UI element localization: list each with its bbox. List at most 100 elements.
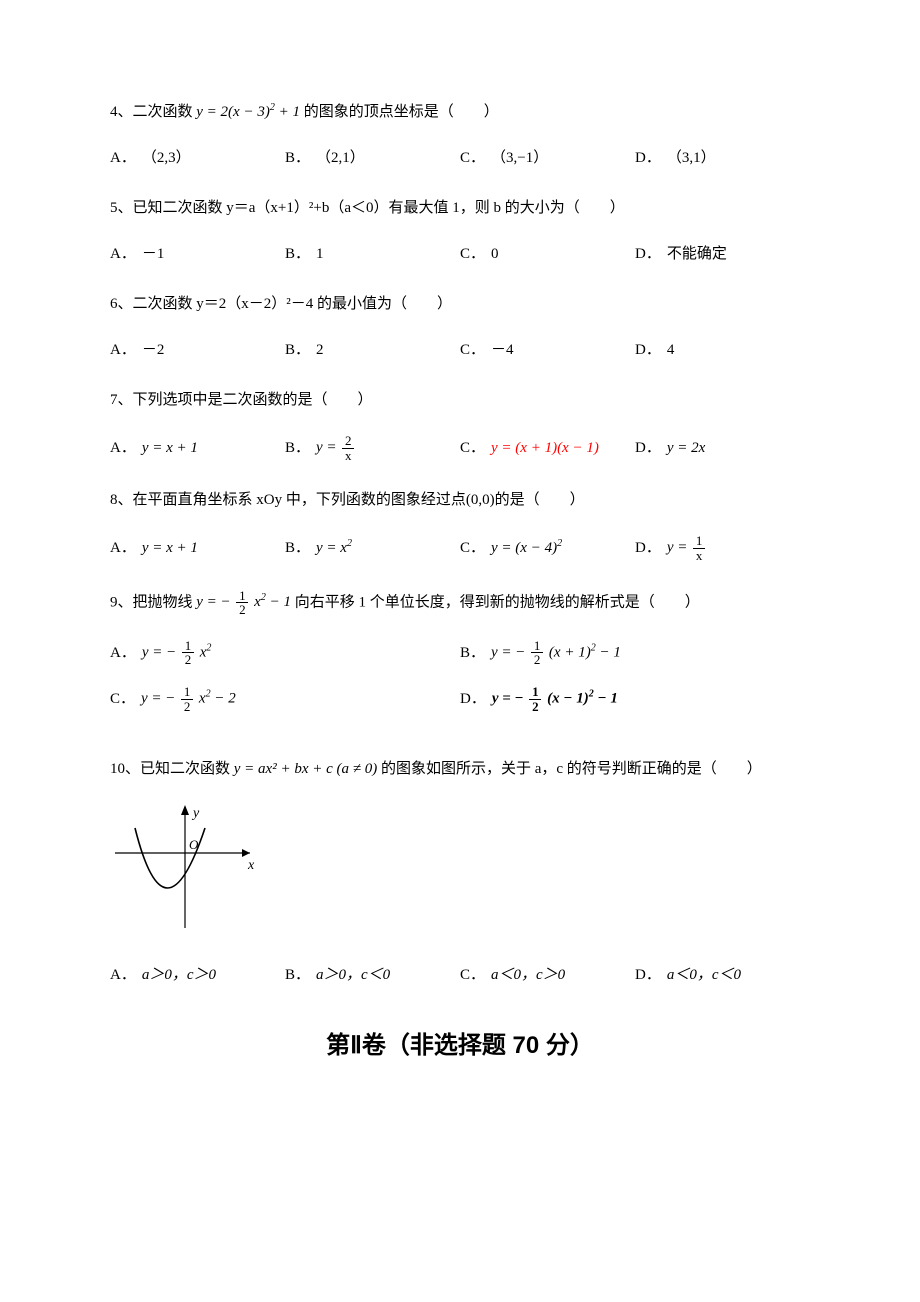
label-d: D． <box>635 338 661 362</box>
q9-am: x <box>196 644 206 660</box>
label-c: C． <box>460 963 485 987</box>
question-6-text: 6、二次函数 y＝2（x－2）²－4 的最小值为（ ） <box>110 292 810 316</box>
q8-d: y = 1x <box>667 534 707 562</box>
q4-opt-d: D．（3,1） <box>635 146 810 170</box>
question-9-text: 9、把抛物线 y = − 12 x2 − 1 向右平移 1 个单位长度，得到新的… <box>110 589 810 617</box>
q9-ah: y = − <box>142 644 180 660</box>
q4-suffix: 的图象的顶点坐标是（ ） <box>304 104 499 120</box>
q9-c-frac: 12 <box>181 685 193 713</box>
q10-expr: y = ax² + bx + c (a ≠ 0) <box>234 761 377 777</box>
question-9: 9、把抛物线 y = − 12 x2 − 1 向右平移 1 个单位长度，得到新的… <box>110 589 810 732</box>
q9-opt-b: B． y = − 12 (x + 1)2 − 1 <box>460 639 810 667</box>
q9-bh: y = − <box>491 644 529 660</box>
q6-d: 4 <box>667 338 675 362</box>
q10-a: a＞0，c＞0 <box>142 963 216 987</box>
label-a: A． <box>110 641 136 665</box>
label-c: C． <box>110 687 135 711</box>
q4-b: （2,1） <box>316 146 365 170</box>
q6-opt-d: D．4 <box>635 338 810 362</box>
svg-text:x: x <box>247 858 255 873</box>
q7-c: y = (x + 1)(x − 1) <box>491 436 599 460</box>
q7-opt-b: B． y = 2x <box>285 434 460 462</box>
q7-d: y = 2x <box>667 436 705 460</box>
q9-dt: − 1 <box>594 691 618 707</box>
q7-opt-a: A．y = x + 1 <box>110 434 285 462</box>
q10-c: a＜0，c＞0 <box>491 963 565 987</box>
question-5: 5、已知二次函数 y＝a（x+1）²+b（a＜0）有最大值 1，则 b 的大小为… <box>110 196 810 266</box>
q9-ch: y = − <box>141 691 179 707</box>
q9-dh: y = − <box>492 691 528 707</box>
q8-d-num: 1 <box>696 534 703 548</box>
q4-opt-b: B．（2,1） <box>285 146 460 170</box>
q4-opt-c: C．（3,−1） <box>460 146 635 170</box>
q9-em: x <box>250 594 260 610</box>
question-7-text: 7、下列选项中是二次函数的是（ ） <box>110 388 810 412</box>
q9-b: y = − 12 (x + 1)2 − 1 <box>491 639 621 667</box>
label-b: B． <box>285 338 310 362</box>
label-d: D． <box>635 963 661 987</box>
q4-expr-tail: + 1 <box>275 104 300 120</box>
q10-opt-c: C．a＜0，c＞0 <box>460 963 635 987</box>
q9-et: − 1 <box>266 594 291 610</box>
q9-options: A． y = − 12 x2 B． y = − 12 (x + 1)2 − 1 … <box>110 639 810 732</box>
q9-bt: − 1 <box>596 644 621 660</box>
q7-b-num: 2 <box>345 434 352 448</box>
q9-bm: (x + 1) <box>545 644 591 660</box>
q9-opt-d: D． y = − 12 (x − 1)2 − 1 <box>460 685 810 713</box>
q6-b: 2 <box>316 338 324 362</box>
exam-page: 4、二次函数 y = 2(x − 3)2 + 1 的图象的顶点坐标是（ ） A．… <box>0 0 920 1302</box>
q7-b-den: x <box>342 448 354 463</box>
q7-options: A．y = x + 1 B． y = 2x C．y = (x + 1)(x − … <box>110 434 810 462</box>
label-a: A． <box>110 536 136 560</box>
question-8-text: 8、在平面直角坐标系 xOy 中，下列函数的图象经过点(0,0)的是（ ） <box>110 488 810 512</box>
q10-options: A．a＞0，c＞0 B．a＞0，c＜0 C．a＜0，c＞0 D．a＜0，c＜0 <box>110 963 810 987</box>
q9-den: 2 <box>236 602 248 617</box>
label-c: C． <box>460 242 485 266</box>
q4-c: （3,−1） <box>491 146 548 170</box>
q8-opt-d: D． y = 1x <box>635 534 810 562</box>
q8-opt-b: B． y = x2 <box>285 534 460 562</box>
q8-c-head: y = (x − 4) <box>491 540 557 556</box>
q10-suffix: 的图象如图所示，关于 a，c 的符号判断正确的是（ ） <box>381 761 762 777</box>
label-a: A． <box>110 436 136 460</box>
section-2-title: 第Ⅱ卷（非选择题 70 分） <box>110 1027 810 1065</box>
q7-b: y = 2x <box>316 434 356 462</box>
q7-a: y = x + 1 <box>142 436 198 460</box>
question-10-text: 10、已知二次函数 y = ax² + bx + c (a ≠ 0) 的图象如图… <box>110 757 810 781</box>
q9-dn: 1 <box>532 685 539 699</box>
q10-opt-d: D．a＜0，c＜0 <box>635 963 810 987</box>
q9-expr: y = − 12 x2 − 1 <box>196 594 294 610</box>
q7-b-frac: 2x <box>342 434 354 462</box>
label-b: B． <box>285 436 310 460</box>
q5-opt-a: A．－1 <box>110 242 285 266</box>
label-d: D． <box>635 242 661 266</box>
label-d: D． <box>635 536 661 560</box>
q6-options: A．－2 B．2 C．－4 D．4 <box>110 338 810 362</box>
q9-ad: 2 <box>182 652 194 667</box>
q9-ae: 2 <box>206 642 211 653</box>
q8-d-frac: 1x <box>693 534 705 562</box>
q9-cd: 2 <box>181 699 193 714</box>
question-4: 4、二次函数 y = 2(x − 3)2 + 1 的图象的顶点坐标是（ ） A．… <box>110 100 810 170</box>
q8-opt-c: C． y = (x − 4)2 <box>460 534 635 562</box>
q9-b-frac: 12 <box>531 639 543 667</box>
q4-prefix: 4、二次函数 <box>110 104 196 120</box>
q9-frac: 12 <box>236 589 248 617</box>
label-c: C． <box>460 146 485 170</box>
q9-bd: 2 <box>531 652 543 667</box>
question-8: 8、在平面直角坐标系 xOy 中，下列函数的图象经过点(0,0)的是（ ） A．… <box>110 488 810 562</box>
label-a: A． <box>110 242 136 266</box>
question-7: 7、下列选项中是二次函数的是（ ） A．y = x + 1 B． y = 2x … <box>110 388 810 462</box>
label-d: D． <box>635 436 661 460</box>
question-5-text: 5、已知二次函数 y＝a（x+1）²+b（a＜0）有最大值 1，则 b 的大小为… <box>110 196 810 220</box>
q4-a: （2,3） <box>142 146 191 170</box>
q8-d-den: x <box>693 548 705 563</box>
q5-opt-c: C．0 <box>460 242 635 266</box>
label-c: C． <box>460 536 485 560</box>
q6-opt-b: B．2 <box>285 338 460 362</box>
q9-c: y = − 12 x2 − 2 <box>141 685 236 713</box>
label-b: B． <box>285 242 310 266</box>
label-a: A． <box>110 338 136 362</box>
label-c: C． <box>460 436 485 460</box>
label-b: B． <box>460 641 485 665</box>
